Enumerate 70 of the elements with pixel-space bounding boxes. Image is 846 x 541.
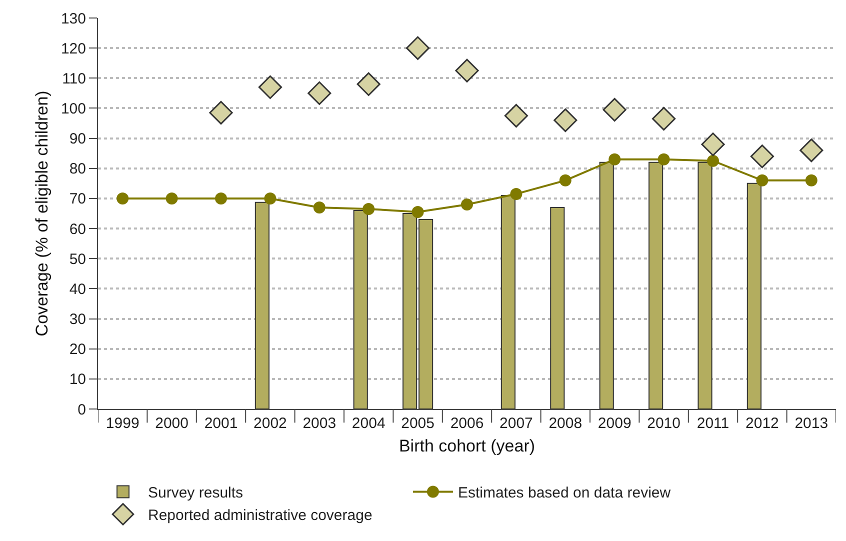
point (652, 106, 676, 131)
point (504, 104, 528, 128)
y-tick-label: 110 (62, 70, 86, 88)
x-tick-label: 2003 (302, 415, 336, 432)
point (264, 192, 276, 204)
point (608, 153, 621, 166)
y-tick-label: 100 (60, 100, 86, 118)
x-tick-label: 2009 (598, 415, 632, 432)
x-axis-title: Birth cohort (year) (398, 436, 536, 456)
point (701, 132, 725, 156)
point (455, 58, 479, 82)
x-tick-label: 1999 (106, 415, 140, 432)
x-tick-label: 2005 (401, 415, 434, 432)
bar (599, 162, 614, 409)
y-tick-label: 40 (69, 280, 86, 298)
point (602, 98, 626, 122)
point (412, 206, 424, 218)
y-tick-label: 20 (69, 341, 86, 358)
point (559, 174, 572, 186)
legend-label: Estimates based on data review (458, 484, 671, 502)
bar (746, 182, 762, 409)
point (461, 198, 473, 210)
bar (500, 194, 516, 409)
y-tick-label: 90 (69, 130, 86, 148)
point (756, 174, 768, 186)
point (707, 154, 719, 167)
point (510, 188, 522, 200)
point (750, 144, 774, 168)
x-tick-label: 2012 (746, 415, 779, 432)
point (166, 192, 178, 204)
y-tick-label: 30 (69, 311, 86, 328)
bar (353, 210, 368, 409)
point (406, 36, 430, 60)
y-tick-label: 120 (60, 40, 86, 58)
x-tick-label: 2001 (204, 415, 238, 432)
point (258, 75, 282, 99)
legend-label: Reported administrative coverage (148, 507, 372, 524)
y-tick-label: 50 (69, 250, 86, 268)
bar (254, 202, 270, 409)
bar (698, 162, 712, 409)
y-tick-label: 0 (78, 401, 86, 418)
point (313, 201, 326, 214)
x-tick-label: 2007 (500, 415, 533, 432)
x-tick-label: 2002 (254, 415, 287, 432)
point (356, 72, 380, 96)
bar (550, 206, 565, 409)
point (362, 202, 375, 215)
point (308, 81, 332, 105)
point (554, 108, 578, 132)
y-tick-label: 130 (60, 10, 86, 28)
point (658, 153, 670, 166)
point (805, 174, 818, 186)
y-axis-title: Coverage (% of eligible children) (32, 90, 52, 336)
x-tick-label: 2006 (450, 415, 484, 432)
point (215, 192, 227, 204)
x-tick-label: 2004 (352, 415, 386, 432)
x-tick-label: 2010 (647, 415, 680, 432)
x-tick-label: 2013 (794, 415, 828, 432)
bar (648, 162, 664, 409)
legend-label: Survey results (148, 484, 244, 502)
x-tick-label: 2008 (548, 415, 582, 432)
y-tick-label: 80 (69, 160, 86, 178)
y-tick-label: 70 (69, 190, 86, 208)
x-tick-label: 2011 (696, 415, 730, 432)
point (116, 192, 129, 204)
point (209, 100, 233, 125)
y-tick-label: 10 (69, 371, 86, 388)
y-tick-label: 60 (69, 220, 86, 238)
point (800, 138, 824, 162)
x-tick-label: 2000 (155, 415, 188, 432)
